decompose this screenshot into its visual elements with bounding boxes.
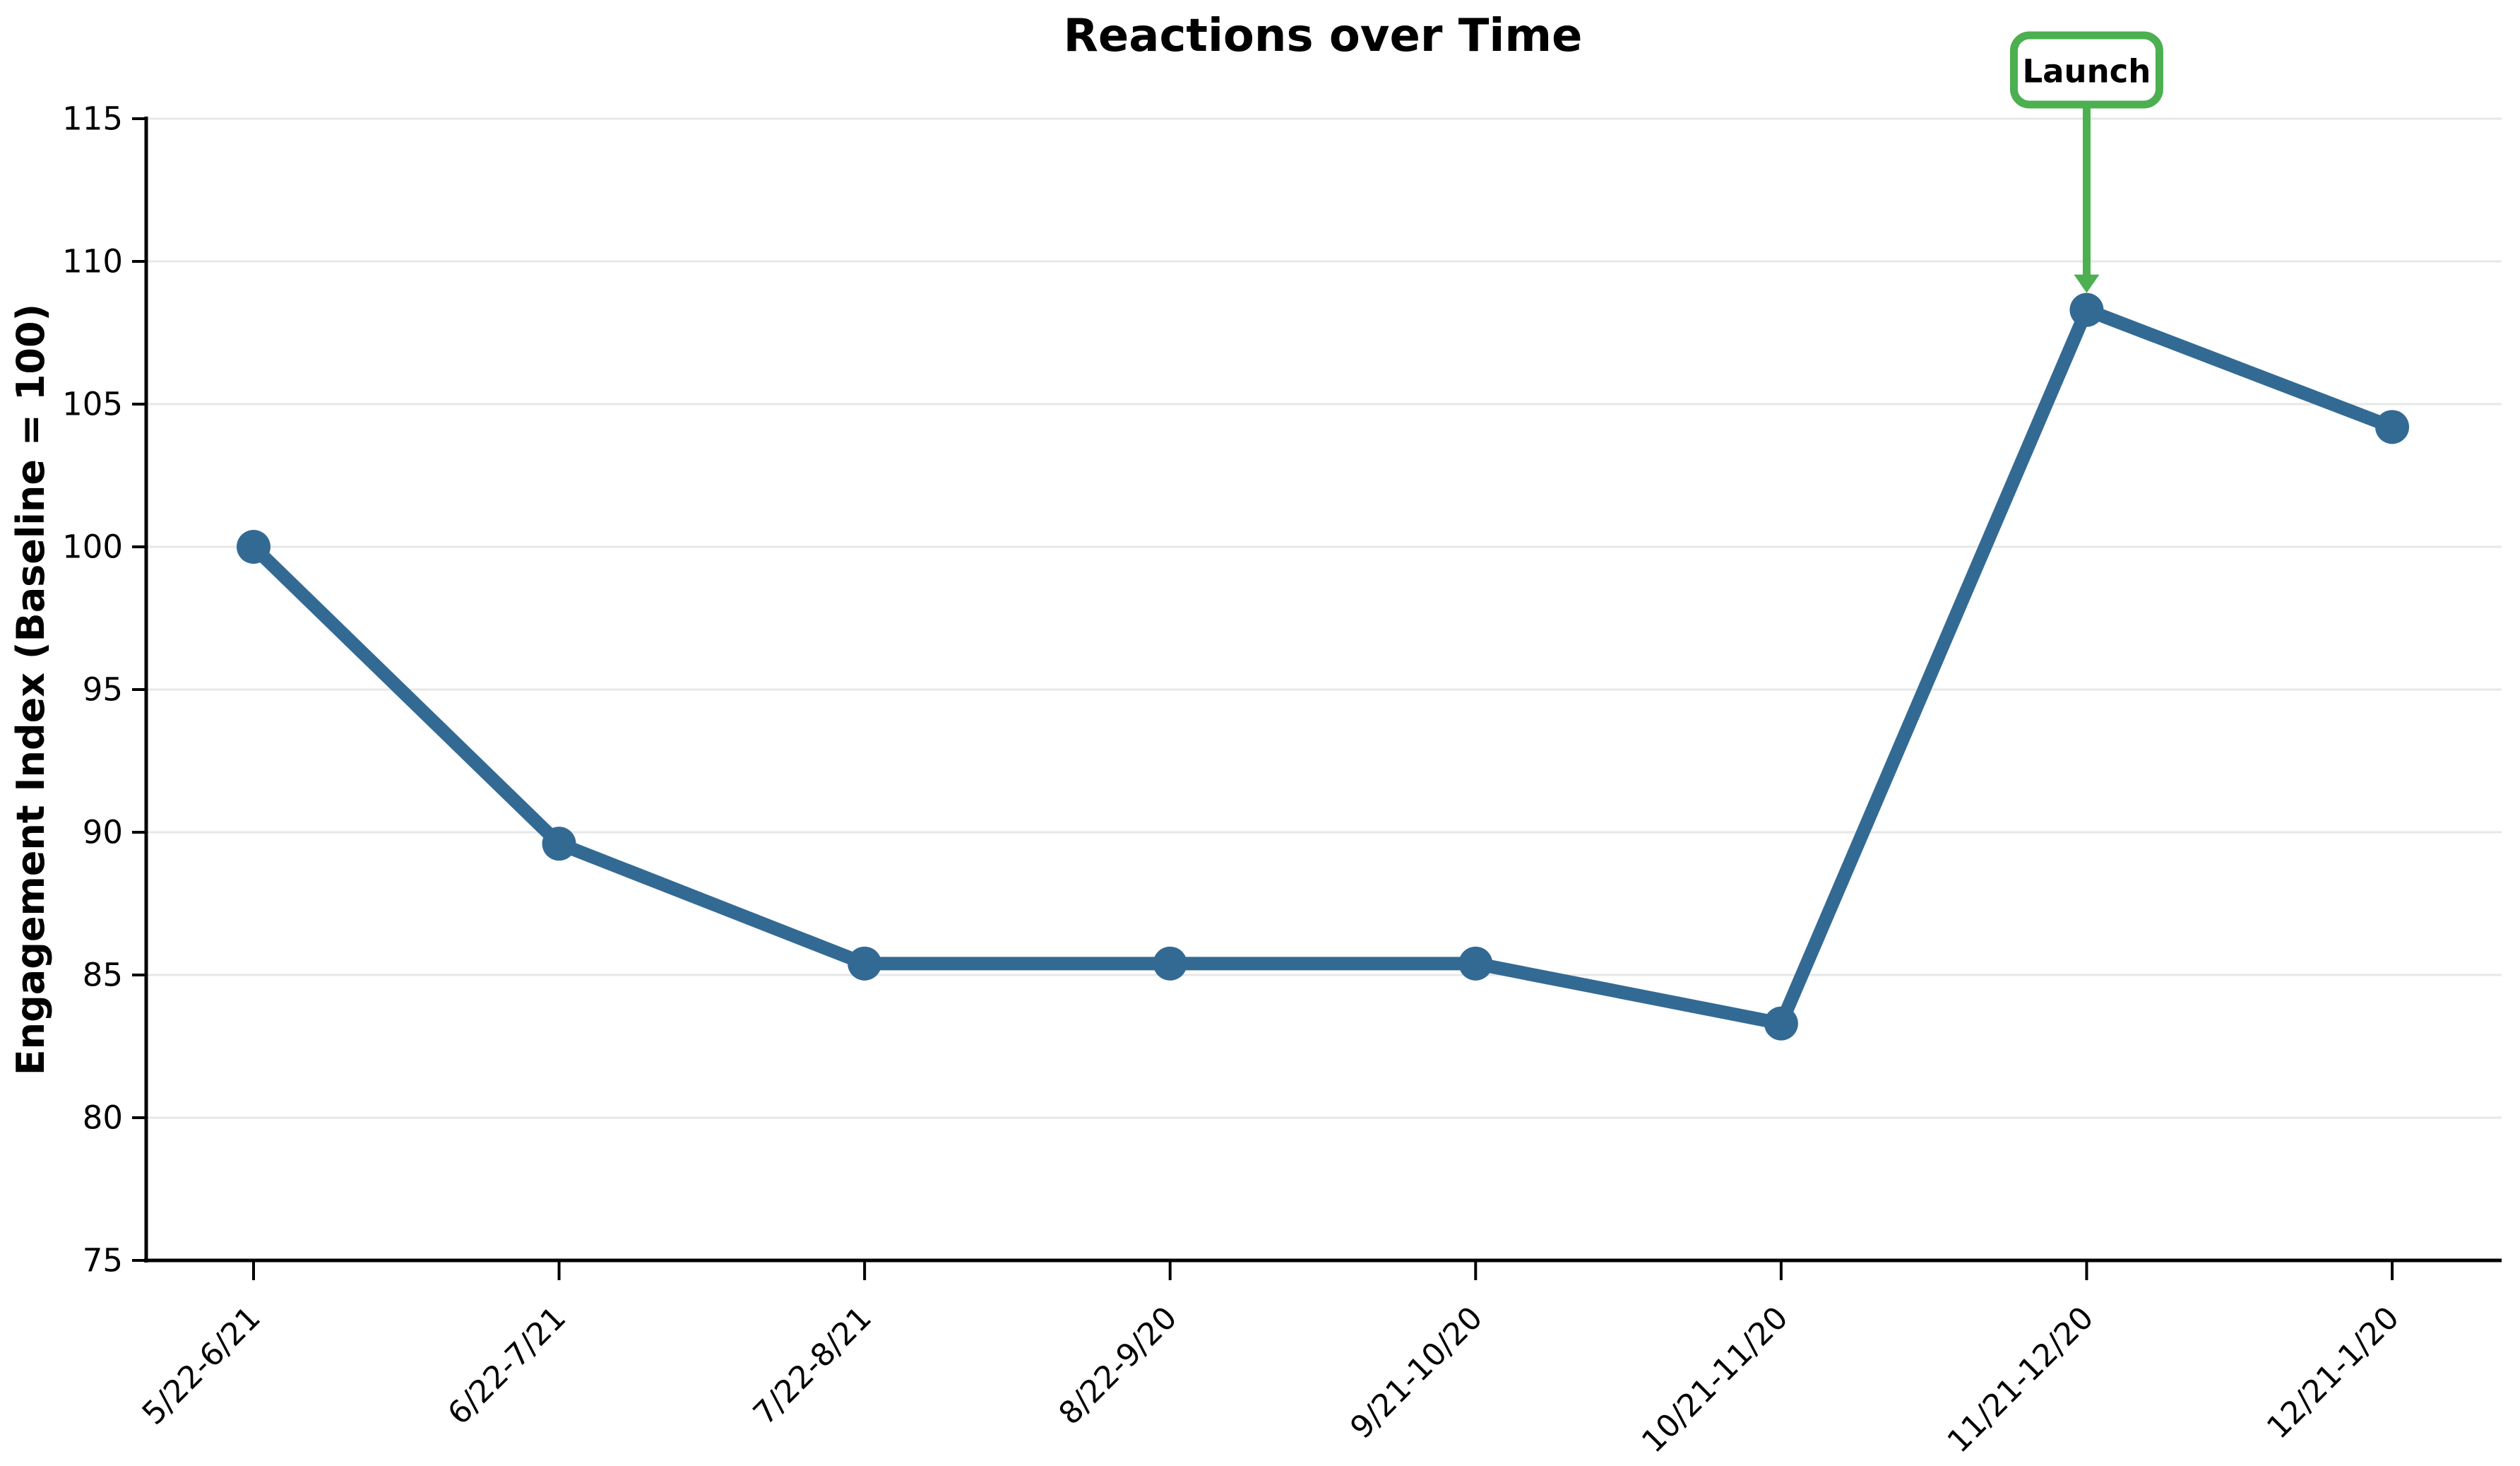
y-tick-label: 115	[62, 100, 123, 138]
x-tick-label: 7/22-8/21	[747, 1300, 879, 1432]
data-point-7/22-8/21	[848, 946, 882, 981]
annotation-box	[2009, 31, 2163, 109]
data-point-11/21-12/20	[2069, 292, 2104, 327]
chart-title: Reactions over Time	[1064, 10, 1583, 62]
x-tick-label: 10/21-11/20	[1635, 1300, 1795, 1460]
annotation-arrowhead-icon	[2074, 274, 2100, 293]
y-tick-label: 105	[62, 386, 123, 423]
y-tick-label: 95	[83, 671, 123, 709]
x-tick-label: 9/21-10/20	[1343, 1300, 1490, 1446]
data-point-9/21-10/20	[1458, 946, 1493, 981]
data-point-6/22-7/21	[542, 827, 576, 861]
engagement-line	[246, 303, 2399, 1031]
data-series-layer	[237, 292, 2409, 1041]
launch-annotation: Launch	[2009, 31, 2163, 293]
y-axis-label: Engagement Index (Baseline = 100)	[8, 304, 53, 1075]
x-tick-label: 12/21-1/20	[2260, 1300, 2406, 1446]
y-tick-label: 80	[83, 1099, 123, 1137]
data-point-10/21-11/20	[1764, 1006, 1798, 1041]
y-tick-label: 90	[83, 814, 123, 851]
gridlines-layer	[146, 117, 2502, 1262]
data-point-8/22-9/20	[1153, 946, 1187, 981]
y-tick-label: 100	[62, 528, 123, 566]
x-tick-label: 8/22-9/20	[1052, 1300, 1184, 1432]
annotation-label: Launch	[2023, 53, 2151, 90]
y-tick-label: 110	[62, 243, 123, 280]
y-tick-label: 85	[83, 957, 123, 994]
data-point-12/21-1/20	[2375, 410, 2409, 444]
x-tick-label: 5/22-6/21	[136, 1300, 268, 1432]
x-tick-label: 11/21-12/20	[1941, 1300, 2101, 1460]
y-tick-label: 75	[83, 1242, 123, 1279]
x-tick-label: 6/22-7/21	[441, 1300, 573, 1432]
axes-layer: 75 80 85 90 95 100 105 110 115 5/22-6/21 6/22-7/21…	[62, 100, 2502, 1460]
data-point-5/22-6/21	[237, 530, 271, 564]
